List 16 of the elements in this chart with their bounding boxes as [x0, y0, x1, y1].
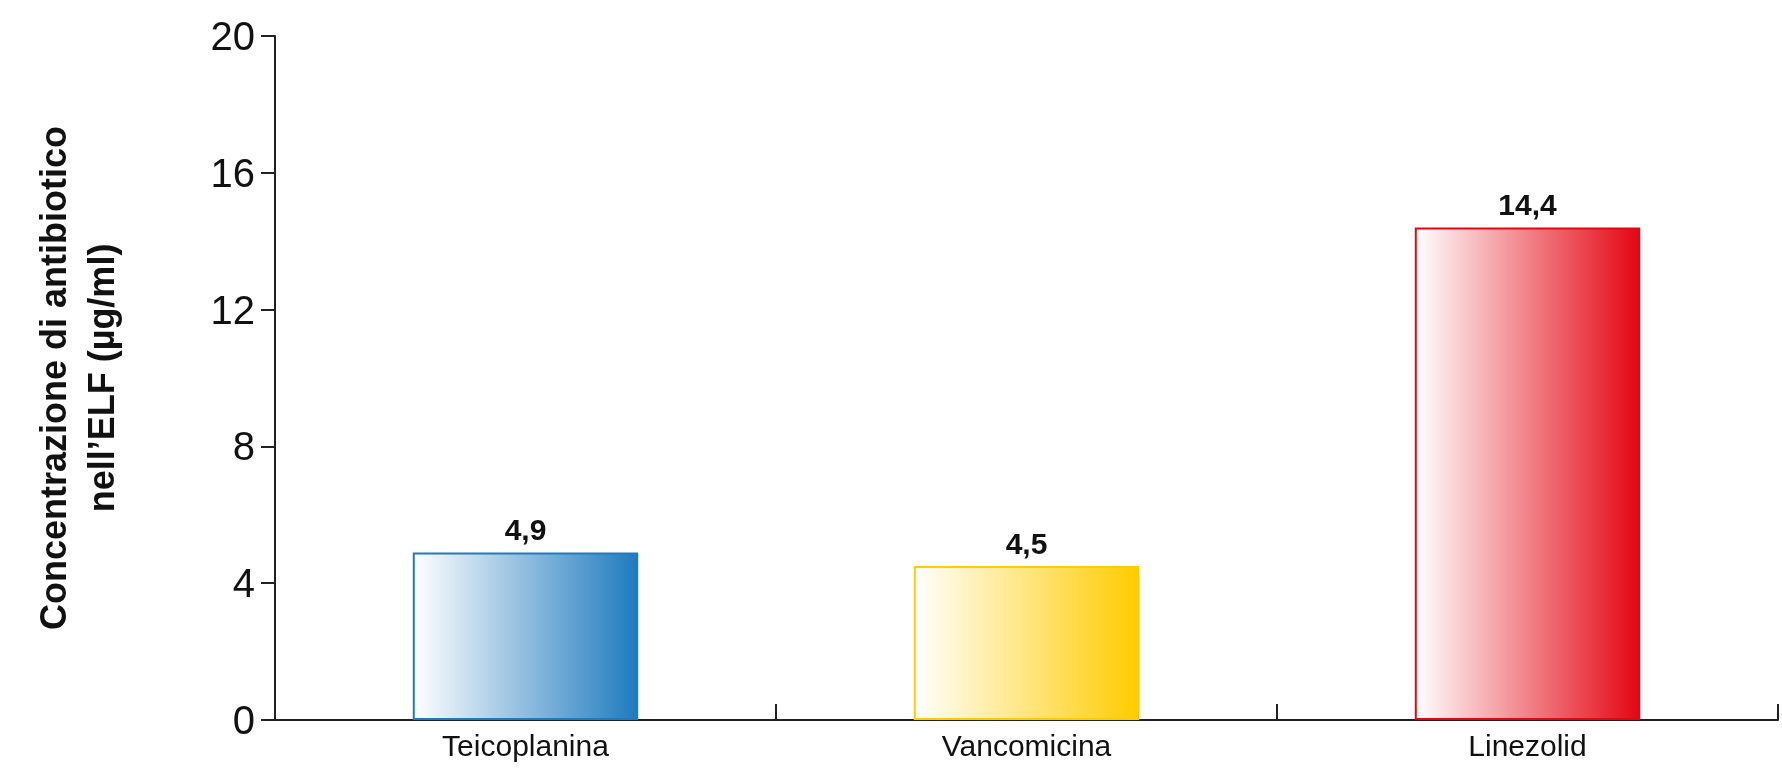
y-axis-title: Concentrazione di antibiotico nell’ELF (µg/ml)	[32, 125, 122, 631]
bar	[913, 566, 1140, 720]
bar	[1414, 227, 1641, 720]
data-label: 14,4	[1498, 188, 1558, 222]
y-tick-label: 12	[210, 287, 255, 332]
y-tick-label: 8	[232, 424, 255, 469]
y-tick-label: 0	[232, 698, 255, 742]
y-tick-label: 16	[210, 150, 255, 195]
x-tick-label: Linezolid	[1468, 728, 1587, 762]
y-tick-label: 20	[210, 14, 255, 58]
data-label: 4,9	[504, 512, 547, 546]
y-tick-label: 4	[232, 561, 255, 606]
data-label: 4,5	[1005, 526, 1048, 560]
x-tick-label: Teicoplanina	[442, 728, 610, 762]
x-tick-label: Vancomicina	[941, 728, 1112, 762]
bar	[412, 552, 639, 720]
